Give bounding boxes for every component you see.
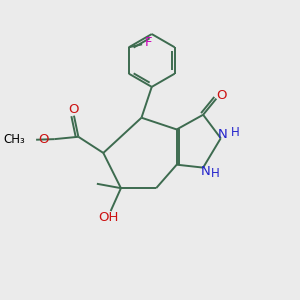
Text: F: F	[145, 36, 152, 50]
Text: O: O	[38, 133, 48, 146]
Text: O: O	[216, 89, 226, 102]
Text: CH₃: CH₃	[3, 133, 25, 146]
Text: N: N	[201, 165, 210, 178]
Text: N: N	[218, 128, 228, 141]
Text: H: H	[211, 167, 220, 180]
Text: O: O	[69, 103, 79, 116]
Text: OH: OH	[98, 211, 119, 224]
Text: H: H	[230, 127, 239, 140]
